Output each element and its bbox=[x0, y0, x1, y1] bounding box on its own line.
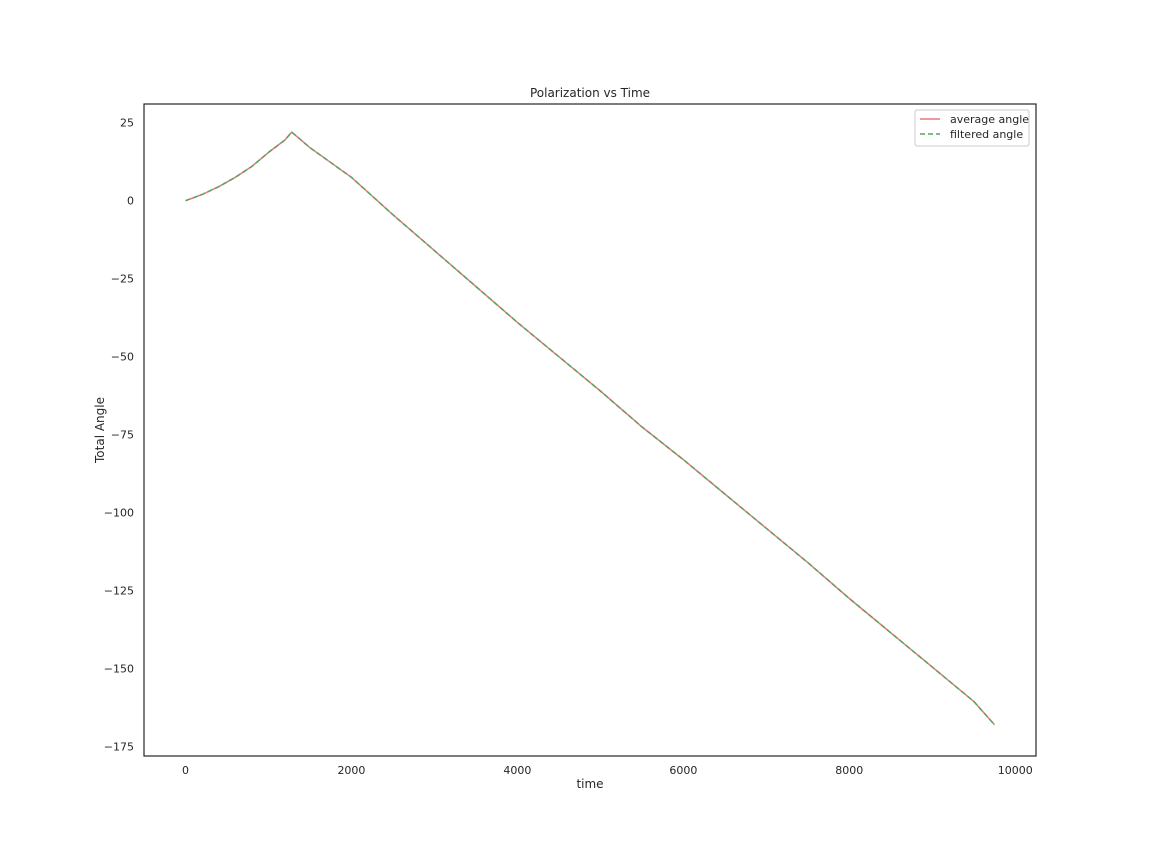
plot-frame bbox=[143, 103, 1037, 757]
y-tick-label: −100 bbox=[104, 507, 134, 520]
x-tick-label: 4000 bbox=[503, 764, 531, 777]
chart-title: Polarization vs Time bbox=[530, 86, 650, 100]
legend-box bbox=[914, 109, 1030, 147]
y-tick-label: −125 bbox=[104, 585, 134, 598]
x-axis-ticks: 0 2000 4000 6000 8000 10000 bbox=[182, 764, 1033, 777]
x-tick-label: 8000 bbox=[835, 764, 863, 777]
y-tick-label: 25 bbox=[120, 117, 134, 130]
x-tick-label: 0 bbox=[182, 764, 189, 777]
legend-label: filtered angle bbox=[950, 128, 1023, 141]
y-tick-label: −150 bbox=[104, 663, 134, 676]
y-tick-label: −50 bbox=[111, 351, 134, 364]
y-tick-label: 0 bbox=[127, 195, 134, 208]
series-line bbox=[185, 131, 996, 726]
y-tick-label: −75 bbox=[111, 429, 134, 442]
y-axis-label: Total Angle bbox=[93, 397, 107, 464]
series-line bbox=[185, 131, 996, 726]
series-layer bbox=[185, 131, 996, 726]
legend-label: average angle bbox=[950, 113, 1029, 126]
y-tick-label: −25 bbox=[111, 273, 134, 286]
x-tick-label: 6000 bbox=[669, 764, 697, 777]
y-tick-label: −175 bbox=[104, 741, 134, 754]
y-axis-ticks: 25 0 −25 −50 −75 −100 −125 −150 −175 bbox=[104, 117, 134, 754]
legend: average angle filtered angle bbox=[914, 109, 1030, 147]
x-tick-label: 10000 bbox=[998, 764, 1033, 777]
x-tick-label: 2000 bbox=[337, 764, 365, 777]
x-axis-label: time bbox=[576, 777, 603, 791]
